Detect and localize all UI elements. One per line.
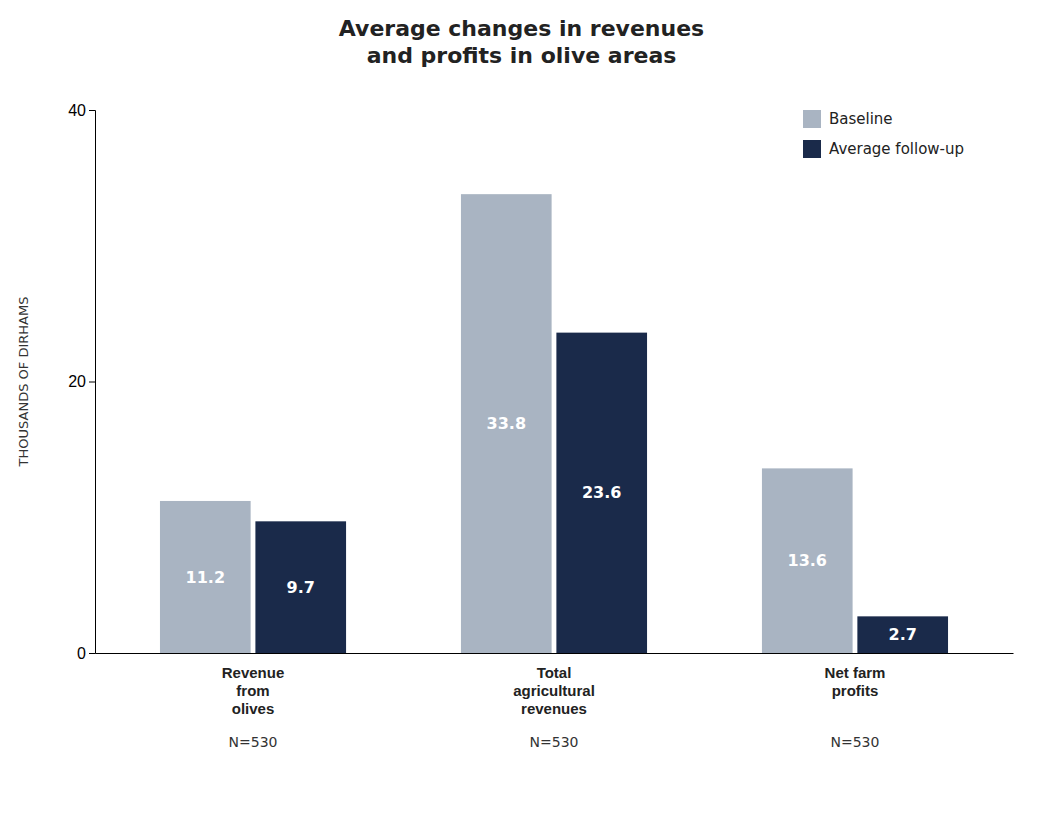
x-tick-label-line: Revenue — [222, 664, 285, 681]
bar — [762, 468, 853, 653]
x-tick: Revenuefromolives — [222, 653, 285, 717]
x-tick-label-line: olives — [232, 700, 275, 717]
x-tick-label-line: profits — [832, 682, 879, 699]
legend-swatch — [803, 140, 821, 158]
plot: 0 20 40 Revenuefromolives Totalagriculturalr… — [68, 102, 1013, 750]
x-tick-label: Net farmprofits — [825, 664, 886, 699]
legend-swatch — [803, 110, 821, 128]
y-axis-title: THOUSANDS OF DIRHAMS — [16, 297, 31, 468]
data-label: 13.6 — [788, 551, 827, 570]
title-line: and profits in olive areas — [367, 43, 677, 68]
chart-svg: 0 20 40 Revenuefromolives Totalagriculturalr… — [0, 0, 1043, 813]
bars — [160, 194, 948, 653]
y-tick: 40 — [68, 102, 95, 119]
x-tick-label-line: Net farm — [825, 664, 886, 681]
x-tick: Totalagriculturalrevenues — [513, 653, 595, 717]
y-tick-mark — [89, 382, 95, 383]
x-axis-line — [96, 653, 1014, 654]
x-axis: Revenuefromolives Totalagriculturalrevenu… — [96, 653, 1014, 717]
annotation: N=530 — [831, 734, 880, 750]
title-line: Average changes in revenues — [339, 16, 704, 41]
x-tick: Net farmprofits — [825, 653, 886, 699]
y-tick-label: 20 — [68, 373, 86, 390]
x-tick-label-line: revenues — [521, 700, 587, 717]
chart-container: 0 20 40 Revenuefromolives Totalagriculturalr… — [0, 0, 1043, 813]
annotations: N=530 N=530 N=530 — [229, 734, 880, 750]
bar — [160, 501, 251, 653]
x-tick-label-line: Total — [537, 664, 572, 681]
y-axis: 0 20 40 — [68, 102, 95, 662]
x-tick-label-line: agricultural — [513, 682, 595, 699]
annotation: N=530 — [530, 734, 579, 750]
data-label: 33.8 — [487, 414, 526, 433]
annotation: N=530 — [229, 734, 278, 750]
y-tick-label: 0 — [77, 645, 86, 662]
legend: Baseline Average follow-up — [803, 110, 964, 158]
x-tick-label-line: from — [236, 682, 269, 699]
bar-series — [160, 194, 853, 653]
x-tick-label: Revenuefromolives — [222, 664, 285, 717]
y-tick: 0 — [77, 645, 95, 662]
data-labels: 11.2 33.8 13.6 9.7 23.6 2.7 — [186, 414, 917, 644]
y-tick-mark — [89, 110, 95, 111]
y-tick: 20 — [68, 373, 95, 390]
bar-series — [255, 333, 948, 653]
legend-item: Baseline — [803, 110, 893, 128]
data-label: 23.6 — [582, 483, 621, 502]
y-tick-mark — [89, 653, 95, 654]
legend-item: Average follow-up — [803, 140, 964, 158]
data-label: 2.7 — [889, 625, 917, 644]
bar — [255, 521, 346, 653]
title: Average changes in revenuesand profits i… — [339, 16, 704, 68]
x-tick-label: Totalagriculturalrevenues — [513, 664, 595, 717]
bar — [556, 333, 647, 653]
data-label: 9.7 — [287, 578, 315, 597]
y-axis-line — [89, 111, 96, 654]
bar — [857, 616, 948, 653]
legend-label: Baseline — [829, 110, 893, 128]
legend-label: Average follow-up — [829, 140, 964, 158]
data-label: 11.2 — [186, 568, 225, 587]
y-tick-label: 40 — [68, 102, 86, 119]
bar — [461, 194, 552, 653]
